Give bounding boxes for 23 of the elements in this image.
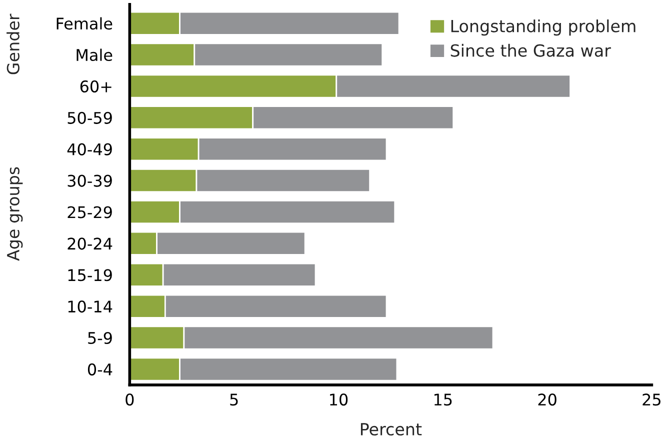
x-tick-label: 10 (330, 394, 348, 406)
x-axis-title: Percent (360, 423, 422, 436)
y-tick-label: 20-24 (68, 238, 112, 250)
y-tick-label: Male (76, 48, 112, 62)
x-tick-label: 15 (434, 394, 452, 406)
x-tick-label: 20 (538, 394, 556, 406)
x-tick-label: 5 (230, 394, 238, 406)
text: Gender (6, 14, 20, 74)
x-tick-label: 0 (126, 394, 134, 406)
y-tick-label: 40-49 (67, 143, 112, 156)
y-tick-label: 5-9 (88, 332, 112, 344)
legend-label: Since the Gaza war (450, 44, 611, 57)
text: Age groups (7, 167, 23, 261)
y-tick-label: 0-4 (88, 363, 112, 376)
x-tick-label: 25 (642, 394, 660, 406)
y-tick-label: 30-39 (68, 174, 112, 187)
y-tick-label: 60+ (80, 80, 112, 92)
y-tick-label: 10-14 (68, 300, 112, 313)
y-tick-label: 50-59 (68, 112, 112, 124)
legend-label: Longstanding problem (451, 19, 636, 36)
y-tick-label: Female (56, 17, 112, 30)
y-tick-label: 15-19 (68, 269, 112, 282)
y-tick-label: 25-29 (68, 206, 112, 218)
